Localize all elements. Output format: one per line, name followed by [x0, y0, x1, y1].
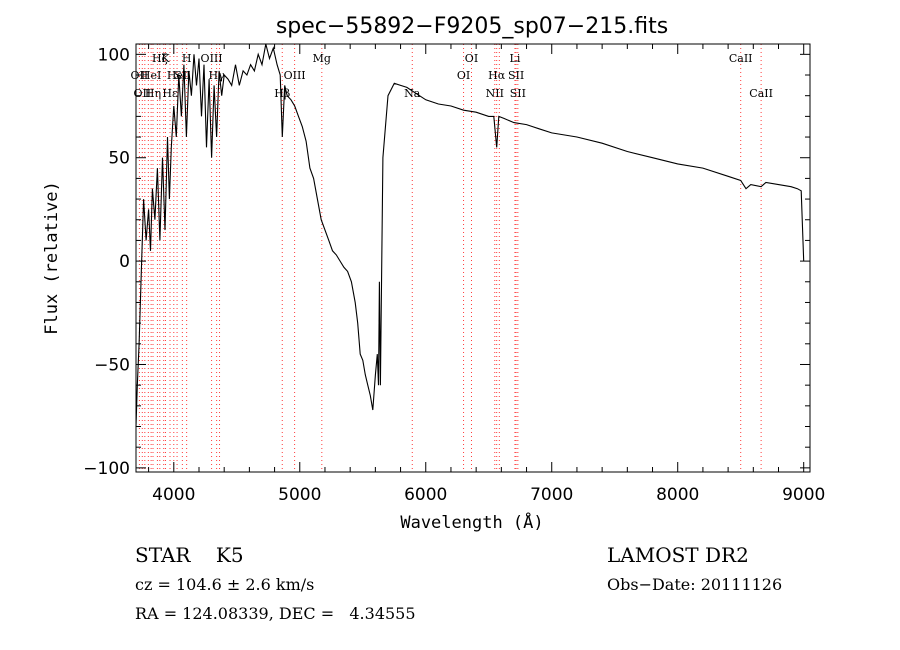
line-label-31: CaII — [749, 87, 773, 100]
line-label-24: NII — [486, 87, 504, 100]
y-tick-label-1: −50 — [94, 355, 130, 375]
line-label-10: Hε — [162, 87, 178, 100]
line-label-9: K — [161, 52, 170, 65]
line-label-12: HeI — [167, 69, 187, 82]
line-label-16: Hγ — [209, 69, 226, 82]
line-label-20: Mg — [313, 52, 331, 65]
line-label-22: OI — [457, 69, 470, 82]
line-label-25: Hα — [488, 69, 506, 82]
x-tick-label-0: 4000 — [152, 485, 195, 505]
x-axis-label: Wavelength (Å) — [400, 511, 543, 533]
line-label-21: Na — [404, 87, 421, 100]
line-label-18: Hβ — [274, 87, 290, 100]
survey-name: LAMOST DR2 — [607, 543, 749, 567]
y-axis-label: Flux (relative) — [42, 181, 62, 335]
line-label-27: Li — [510, 52, 521, 65]
line-label-30: CaII — [729, 52, 753, 65]
line-label-7: Hζ — [152, 52, 168, 65]
obs-date: Obs−Date: 20111126 — [607, 575, 783, 594]
line-label-19: OIII — [284, 69, 306, 82]
x-tick-label-3: 7000 — [530, 485, 573, 505]
y-tick-label-4: 100 — [98, 45, 130, 65]
line-label-15: OIII — [201, 52, 223, 65]
x-tick-label-2: 6000 — [404, 485, 447, 505]
y-tick-label-3: 50 — [108, 149, 130, 169]
line-label-28: SII — [508, 69, 524, 82]
line-markers — [138, 44, 762, 472]
x-tick-label-4: 8000 — [656, 485, 699, 505]
line-label-4: HeI — [141, 69, 161, 82]
line-label-5: Hη — [145, 87, 161, 100]
chart-title: spec−55892−F9205_sp07−215.fits — [276, 14, 668, 39]
line-label-29: SII — [510, 87, 526, 100]
x-tick-label-5: 9000 — [782, 485, 825, 505]
line-label-23: OI — [465, 52, 478, 65]
plot-frame — [135, 43, 811, 473]
redshift-cz: cz = 104.6 ± 2.6 km/s — [135, 575, 315, 594]
x-tick-label-1: 5000 — [278, 485, 321, 505]
line-label-14: H — [182, 52, 192, 65]
line-label-1: OII — [133, 87, 151, 100]
axis-ticks — [136, 44, 810, 472]
star-type: STAR K5 — [135, 543, 244, 567]
y-tick-label-2: 0 — [119, 252, 130, 272]
spectrum-line — [135, 43, 805, 427]
tick-labels: 4000 5000 6000 7000 8000 9000 −100 −50 0 50 100 — [83, 45, 825, 505]
y-tick-label-0: −100 — [83, 459, 130, 479]
ra-dec: RA = 124.08339, DEC = 4.34555 — [135, 604, 416, 623]
